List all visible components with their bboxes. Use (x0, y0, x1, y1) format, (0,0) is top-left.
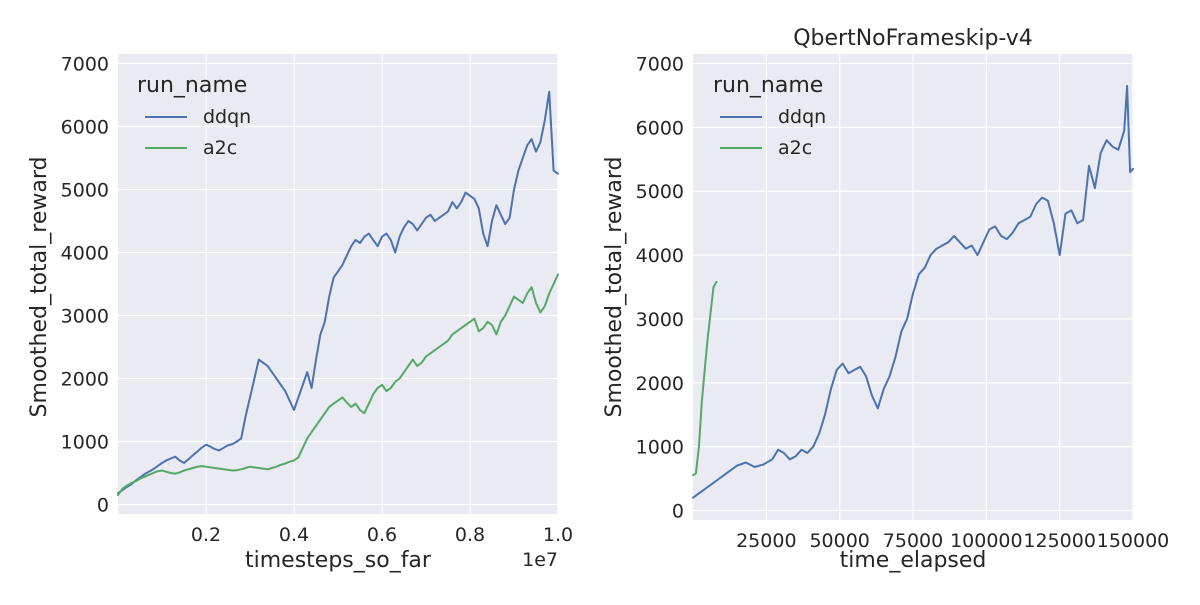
left-y-tick-label: 1000 (61, 432, 109, 454)
left-y-tick-label: 4000 (61, 242, 109, 264)
left-y-tick-label: 0 (97, 495, 109, 517)
left-y-tick-label: 5000 (61, 179, 109, 201)
right-legend: run_name ddqn a2c (713, 73, 826, 159)
right-legend-title: run_name (713, 73, 823, 98)
right-y-tick-label: 5000 (636, 181, 684, 203)
left-series-line-a2c (117, 273, 559, 497)
left-chart-panel: 0.2 0.4 0.6 0.8 1.0 0 1000 2000 3000 4000 5000 600… (27, 53, 573, 573)
left-y-tick-label: 7000 (61, 53, 109, 75)
right-series-line-ddqn (692, 84, 1134, 499)
left-x-tick-label: 0.2 (191, 524, 221, 546)
right-legend-label-a2c: a2c (778, 137, 812, 159)
right-x-ticks: 25000 50000 75000 100000 125000 150000 (736, 530, 1169, 552)
right-x-axis-label: time_elapsed (840, 548, 987, 573)
left-y-tick-label: 6000 (61, 116, 109, 138)
right-y-tick-label: 7000 (636, 54, 684, 76)
left-x-axis-label: timesteps_so_far (245, 548, 432, 573)
right-x-tick-label: 125000 (1023, 530, 1096, 552)
right-series-line-a2c (692, 280, 718, 477)
left-y-tick-label: 3000 (61, 306, 109, 328)
left-legend-title: run_name (137, 73, 247, 98)
left-x-offset-text: 1e7 (522, 549, 558, 571)
left-x-tick-label: 1.0 (543, 524, 573, 546)
left-x-ticks: 0.2 0.4 0.6 0.8 1.0 (191, 524, 573, 546)
right-x-tick-label: 100000 (950, 530, 1023, 552)
left-legend-label-ddqn: ddqn (203, 106, 251, 128)
left-legend: run_name ddqn a2c (137, 73, 251, 159)
right-x-tick-label: 75000 (883, 530, 943, 552)
right-y-tick-label: 2000 (636, 373, 684, 395)
left-y-tick-label: 2000 (61, 369, 109, 391)
left-y-ticks: 0 1000 2000 3000 4000 5000 6000 7000 (61, 53, 109, 516)
left-series-line-ddqn (117, 90, 559, 495)
left-x-tick-label: 0.4 (279, 524, 309, 546)
left-legend-label-a2c: a2c (203, 137, 237, 159)
left-grid (118, 54, 559, 514)
right-y-tick-label: 3000 (636, 309, 684, 331)
right-grid (693, 54, 1134, 520)
right-legend-label-ddqn: ddqn (778, 106, 826, 128)
left-y-axis-label: Smoothed_total_reward (27, 157, 52, 418)
right-chart-title: QbertNoFrameskip-v4 (793, 26, 1033, 51)
right-x-tick-label: 150000 (1097, 530, 1170, 552)
right-y-tick-label: 0 (672, 500, 684, 522)
right-x-tick-label: 25000 (736, 530, 796, 552)
right-series (692, 84, 1134, 499)
left-x-tick-label: 0.6 (367, 524, 397, 546)
right-y-tick-label: 1000 (636, 437, 684, 459)
right-x-tick-label: 50000 (809, 530, 869, 552)
right-y-tick-label: 4000 (636, 245, 684, 267)
left-series (117, 90, 559, 497)
right-y-axis-label: Smoothed_total_reward (602, 157, 627, 418)
right-chart-panel: QbertNoFrameskip-v4 25000 50000 75000 10000… (602, 26, 1169, 573)
left-x-tick-label: 0.8 (455, 524, 485, 546)
left-axes-background (118, 54, 558, 514)
right-y-ticks: 0 1000 2000 3000 4000 5000 6000 7000 (636, 54, 684, 523)
right-y-tick-label: 6000 (636, 117, 684, 139)
